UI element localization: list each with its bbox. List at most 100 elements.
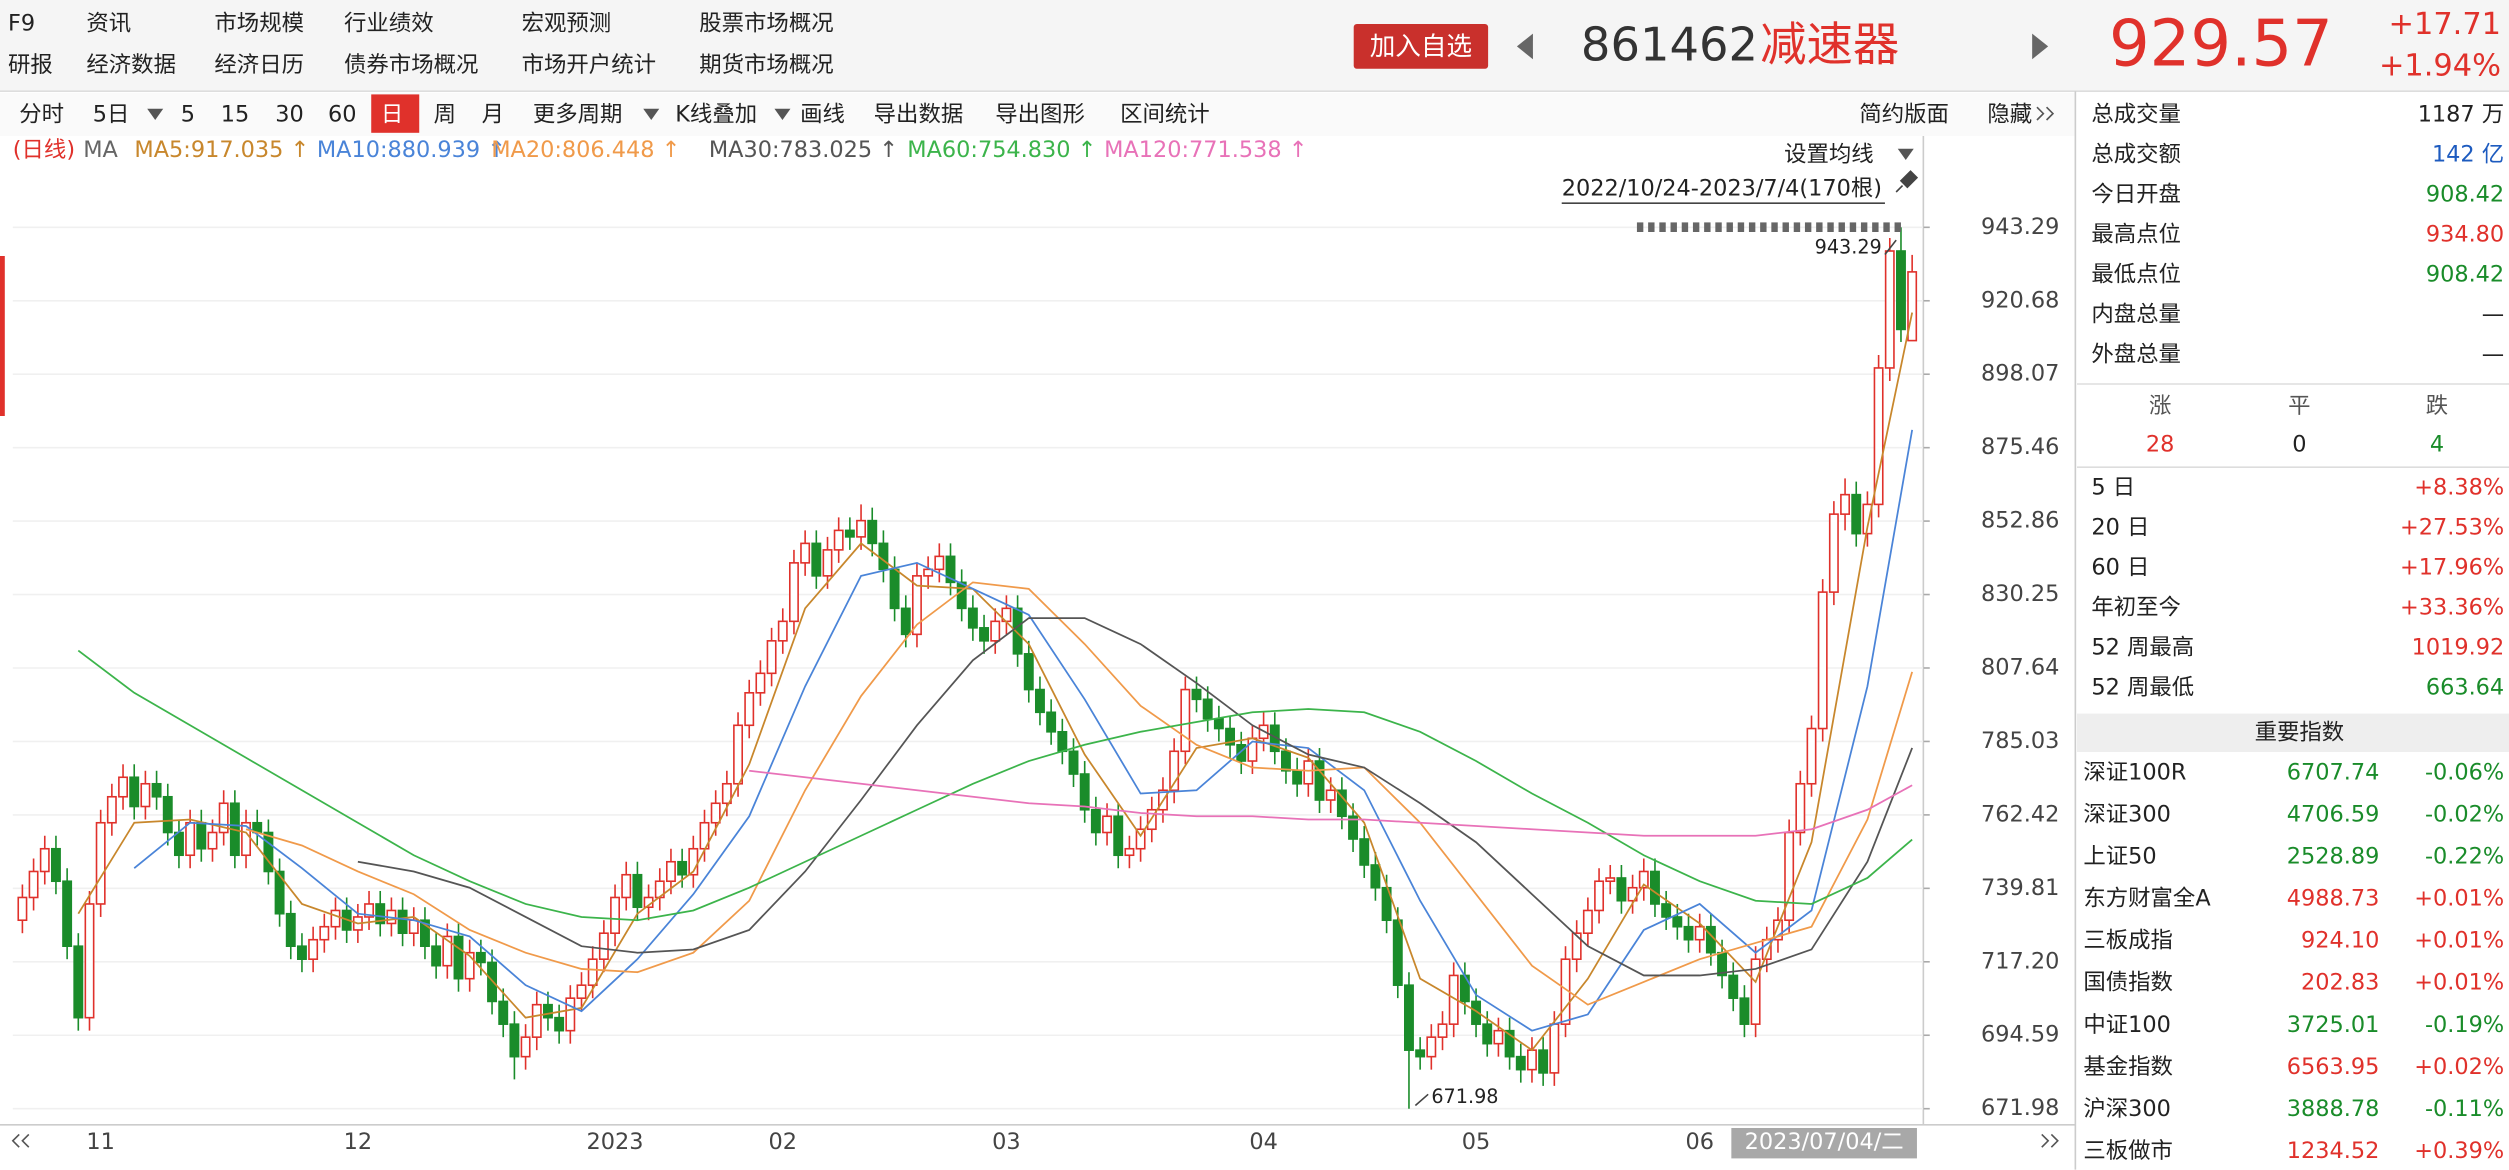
- legend-item: MA10:880.939 ↑: [317, 137, 506, 163]
- toolbar-item[interactable]: 分时: [19, 102, 64, 128]
- nav-item[interactable]: 股票市场概况: [699, 11, 833, 37]
- stat-value: 934.80: [2426, 222, 2504, 248]
- toolbar-item[interactable]: 5日: [93, 102, 130, 128]
- index-name[interactable]: 上证50: [2083, 843, 2156, 869]
- candle-body: [207, 831, 218, 850]
- index-value: 2528.89: [2287, 843, 2380, 869]
- signal-marker: [1636, 222, 1644, 232]
- candle-body: [777, 620, 788, 642]
- toolbar-item[interactable]: 5: [181, 102, 195, 128]
- toolbar-item[interactable]: 导出数据: [874, 102, 964, 128]
- candle-body: [744, 692, 755, 727]
- nav-item[interactable]: 市场开户统计: [522, 52, 656, 78]
- signal-marker: [1760, 222, 1767, 232]
- index-name[interactable]: 深证300: [2083, 801, 2171, 827]
- nav-item[interactable]: 期货市场概况: [699, 52, 833, 78]
- index-name[interactable]: 东方财富全A: [2083, 886, 2211, 912]
- x-tick-label: 2023: [587, 1129, 644, 1155]
- nav-item[interactable]: 宏观预测: [522, 11, 612, 37]
- toolbar-item[interactable]: 简约版面: [1859, 102, 1949, 128]
- range-label[interactable]: 2022/10/24-2023/7/4(170根): [1562, 175, 1882, 201]
- toolbar-item[interactable]: 画线: [800, 102, 845, 128]
- toolbar-bg: [0, 92, 2076, 136]
- candle-body: [923, 568, 934, 577]
- candle-body: [330, 909, 341, 928]
- x-tick-label: 11: [86, 1129, 115, 1155]
- legend-item: MA5:917.035 ↑: [134, 137, 309, 163]
- add-watch-label[interactable]: 加入自选: [1370, 32, 1472, 62]
- prev-arrow[interactable]: [1516, 33, 1533, 60]
- candle-body: [509, 1023, 520, 1058]
- index-name[interactable]: 深证100R: [2083, 759, 2186, 785]
- index-name[interactable]: 基金指数: [2083, 1054, 2173, 1080]
- candle-body: [1236, 743, 1247, 762]
- candle-body: [665, 860, 676, 883]
- index-name[interactable]: 中证100: [2083, 1012, 2171, 1038]
- candle-body: [1527, 1049, 1537, 1071]
- nav-item[interactable]: 经济数据: [86, 52, 176, 78]
- candle-body: [498, 1000, 509, 1025]
- ma-settings[interactable]: 设置均线: [1784, 142, 1874, 168]
- candle-body: [1873, 367, 1884, 506]
- candle-body: [1348, 815, 1359, 840]
- candle-body: [1504, 1029, 1515, 1058]
- index-change: -0.06%: [2425, 759, 2504, 785]
- nav-item[interactable]: 债券市场概况: [344, 52, 478, 78]
- x-tick-label: 02: [769, 1129, 798, 1155]
- toolbar-item[interactable]: 导出图形: [995, 102, 1085, 128]
- candle-body: [28, 870, 39, 899]
- candle-body: [710, 802, 721, 824]
- candle-body: [610, 896, 621, 935]
- scroll-left[interactable]: [11, 1133, 30, 1148]
- toolbar-item[interactable]: 60: [328, 102, 357, 128]
- toolbar-item[interactable]: 周: [434, 102, 456, 128]
- candle-body: [308, 938, 319, 960]
- toolbar-item[interactable]: 30: [275, 102, 304, 128]
- candle-body: [766, 640, 777, 675]
- updown-value: 4: [2430, 431, 2444, 457]
- stat-value: —: [2482, 342, 2504, 368]
- stat-label: 最低点位: [2091, 262, 2181, 288]
- toolbar-item[interactable]: 区间统计: [1120, 102, 1210, 128]
- candle-body: [1694, 925, 1705, 941]
- toolbar-item[interactable]: 日: [381, 102, 403, 128]
- nav-item[interactable]: F9: [8, 11, 35, 37]
- index-name[interactable]: 三板做市: [2083, 1138, 2173, 1164]
- candle-body: [173, 831, 184, 857]
- next-arrow[interactable]: [2032, 33, 2049, 60]
- pin-icon[interactable]: [1895, 170, 1919, 193]
- candle-body: [319, 925, 330, 941]
- period-label: 20 日: [2091, 515, 2149, 541]
- index-change: -0.19%: [2425, 1012, 2504, 1038]
- nav-item[interactable]: 经济日历: [214, 52, 304, 78]
- candle-body: [1404, 984, 1414, 1051]
- updown-header: 平: [2288, 393, 2310, 419]
- period-value: 663.64: [2426, 675, 2504, 701]
- candle-body: [1392, 919, 1403, 986]
- nav-item[interactable]: 资讯: [86, 11, 131, 37]
- y-tick-label: 807.64: [1981, 654, 2059, 680]
- nav-item[interactable]: 研报: [8, 52, 53, 78]
- index-value: 6707.74: [2287, 759, 2380, 785]
- index-name[interactable]: 沪深300: [2083, 1096, 2171, 1122]
- index-change: -0.02%: [2425, 801, 2504, 827]
- candle-body: [1739, 997, 1750, 1025]
- candle-body: [1370, 864, 1381, 889]
- scroll-right[interactable]: [2041, 1133, 2059, 1148]
- toolbar-item[interactable]: 15: [221, 102, 250, 128]
- candle-body: [1828, 513, 1839, 593]
- index-name[interactable]: 三板成指: [2083, 928, 2173, 954]
- side-marker: [0, 256, 5, 416]
- index-name[interactable]: 国债指数: [2083, 970, 2173, 996]
- toolbar-item[interactable]: 隐藏: [1987, 102, 2032, 128]
- toolbar-item[interactable]: K线叠加: [675, 102, 757, 128]
- candle-body: [464, 951, 475, 980]
- nav-item[interactable]: 市场规模: [214, 11, 304, 37]
- nav-item[interactable]: 行业绩效: [344, 11, 434, 37]
- add-watch-button[interactable]: [1353, 24, 1489, 69]
- toolbar-item[interactable]: 更多周期: [533, 102, 623, 128]
- toolbar-item[interactable]: 月: [482, 102, 504, 128]
- collapse-icon[interactable]: [2036, 106, 2055, 121]
- candle-body: [1482, 1023, 1493, 1045]
